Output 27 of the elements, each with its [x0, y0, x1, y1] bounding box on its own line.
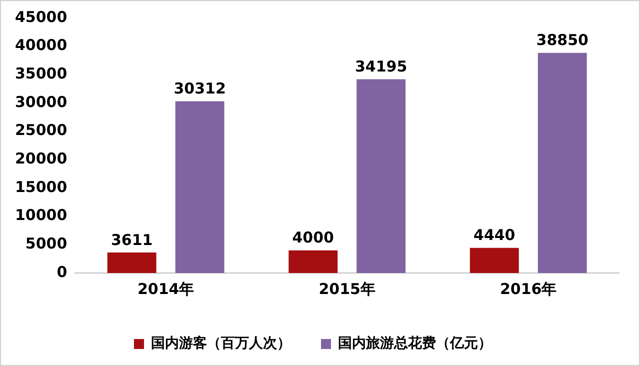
legend-label: 国内旅游总花费（亿元）	[338, 336, 492, 352]
bar	[356, 79, 406, 273]
bar	[470, 248, 519, 273]
bar	[538, 52, 587, 273]
data-label: 4440	[474, 226, 516, 244]
y-tick-label: 15000	[15, 178, 68, 196]
bar	[107, 252, 156, 273]
y-tick-label: 0	[56, 262, 68, 281]
y-tick-label: 45000	[15, 8, 68, 26]
x-tick-label: 2015年	[318, 280, 376, 298]
legend-label: 国内游客（百万人次）	[151, 334, 291, 352]
data-label: 30312	[174, 80, 226, 98]
y-tick-label: 25000	[15, 121, 68, 140]
y-tick-label: 30000	[15, 92, 68, 111]
data-label: 34195	[354, 58, 408, 76]
bar	[175, 101, 224, 273]
data-label: 4000	[292, 228, 334, 247]
y-tick-label: 10000	[15, 206, 68, 224]
bar	[288, 250, 338, 273]
x-tick-label: 2016年	[500, 280, 557, 298]
data-label: 3611	[110, 230, 153, 249]
data-label: 38850	[536, 31, 588, 50]
y-tick-label: 35000	[15, 64, 68, 83]
y-tick-label: 5000	[25, 234, 68, 253]
y-tick-label: 40000	[15, 36, 68, 54]
y-tick-label: 20000	[15, 150, 68, 168]
x-tick-label: 2014年	[137, 280, 194, 298]
